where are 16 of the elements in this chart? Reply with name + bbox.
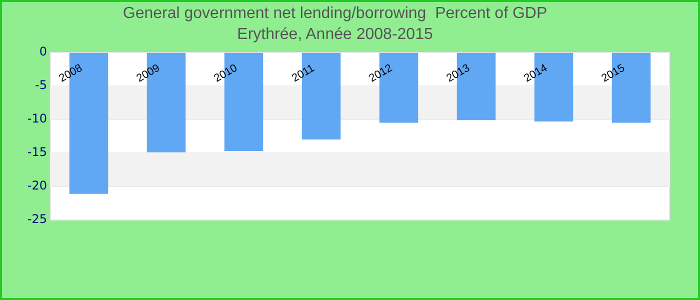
x-tick-label: 2009 <box>134 62 162 85</box>
x-tick-label: 2010 <box>212 62 240 85</box>
x-tick-label: 2015 <box>600 62 627 85</box>
y-tick-label: -20 <box>27 178 47 193</box>
y-tick-label: -25 <box>27 212 47 226</box>
x-tick-label: 2014 <box>522 62 550 85</box>
y-tick-label: -10 <box>27 112 47 126</box>
y-tick-label: -5 <box>35 78 47 92</box>
chart-title: General government net lending/borrowing Percent of GDP <box>122 5 548 22</box>
x-tick-label: 2012 <box>367 62 394 85</box>
x-tick-label: 2011 <box>290 62 317 85</box>
x-tick-label: 2013 <box>444 62 472 85</box>
y-tick-label: 0 <box>39 44 47 59</box>
chart-subtitle: Erythrée, Année 2008-2015 <box>237 26 433 44</box>
x-tick-label: 2008 <box>57 62 84 85</box>
y-tick-label: -15 <box>27 145 47 160</box>
